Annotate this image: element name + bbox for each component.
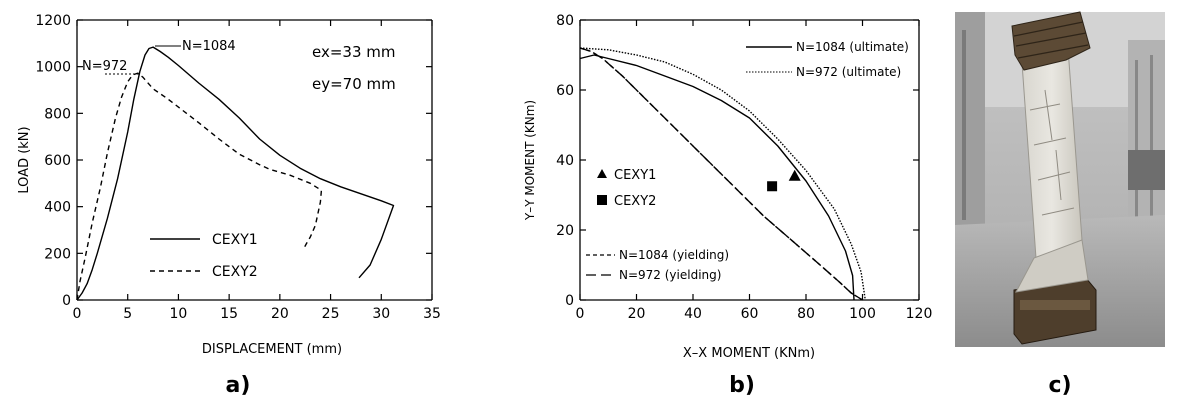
marker-cexy2 bbox=[767, 181, 778, 192]
chart-b-series-line-n-972-yielding- bbox=[579, 47, 863, 301]
legend-label-cexy2: CEXY2 bbox=[212, 264, 258, 280]
chart-b-x-tick-label: 80 bbox=[797, 306, 815, 322]
chart-a-y-tick-label: 0 bbox=[62, 293, 71, 309]
chart-a-y-tick-label: 1000 bbox=[35, 60, 71, 76]
annotation-ey: ey=70 mm bbox=[312, 75, 396, 93]
chart-a-x-tick-label: 25 bbox=[322, 306, 340, 322]
chart-a-y-axis-label: LOAD (kN) bbox=[17, 126, 32, 193]
caption-b: b) bbox=[729, 373, 755, 398]
chart-b-y-axis-label: Y–Y MOMENT (KNm) bbox=[523, 100, 537, 221]
legend-marker-cexy1 bbox=[597, 169, 607, 178]
chart-a-y-tick-label: 200 bbox=[44, 246, 71, 262]
chart-a-series-line-cexy1 bbox=[76, 46, 395, 301]
chart-a-series-line-cexy2 bbox=[76, 72, 323, 301]
legend-label-n972-yielding: N=972 (yielding) bbox=[619, 268, 721, 282]
caption-c: c) bbox=[1048, 373, 1071, 398]
chart-b-series-line-n-1084-ultimate- bbox=[579, 54, 855, 301]
chart-a-y-tick-label: 1200 bbox=[35, 13, 71, 29]
annotation-n972: N=972 bbox=[82, 59, 127, 74]
chart-b-legend-bottom: N=1084 (yielding) N=972 (yielding) bbox=[586, 248, 729, 282]
chart-b-x-tick-label: 120 bbox=[906, 306, 933, 322]
legend-label-n1084-ultimate: N=1084 (ultimate) bbox=[796, 40, 909, 54]
legend-label-n972-ultimate: N=972 (ultimate) bbox=[796, 65, 901, 79]
chart-b-series-line-n-972-ultimate- bbox=[579, 47, 866, 301]
annotation-n1084: N=1084 bbox=[182, 39, 236, 54]
chart-a-x-tick-label: 10 bbox=[170, 306, 188, 322]
chart-a-x-tick-label: 30 bbox=[372, 306, 390, 322]
chart-b-series-line-n-1084-yielding- bbox=[579, 47, 863, 301]
chart-b-x-tick-label: 20 bbox=[628, 306, 646, 322]
chart-b: 0 20 40 60 80 100 120 0 20 40 60 80 Y–Y MOMENT (KNm… bbox=[523, 13, 932, 398]
chart-b-legend-top: N=1084 (ultimate) N=972 (ultimate) bbox=[746, 40, 909, 79]
chart-a-y-tick-label: 600 bbox=[44, 153, 71, 169]
chart-a-ticks: 0 5 10 15 20 25 30 35 0 200 400 600 800 1000 1200 bbox=[35, 13, 441, 322]
chart-a-x-tick-label: 35 bbox=[423, 306, 441, 322]
chart-b-x-tick-label: 0 bbox=[576, 306, 585, 322]
chart-b-y-tick-label: 0 bbox=[565, 293, 574, 309]
chart-a: 0 5 10 15 20 25 30 35 0 200 400 600 800 1000 1200 LOAD… bbox=[17, 13, 441, 398]
legend-label-n1084-yielding: N=1084 (yielding) bbox=[619, 248, 729, 262]
legend-label-marker-cexy2: CEXY2 bbox=[614, 194, 656, 209]
chart-b-y-tick-label: 60 bbox=[556, 83, 574, 99]
chart-b-ticks: 0 20 40 60 80 100 120 0 20 40 60 80 bbox=[556, 13, 932, 322]
chart-b-curves bbox=[579, 47, 866, 301]
chart-a-legend: CEXY1 CEXY2 bbox=[150, 232, 258, 280]
annotation-ex: ex=33 mm bbox=[312, 43, 396, 61]
chart-a-x-tick-label: 0 bbox=[73, 306, 82, 322]
chart-b-y-tick-label: 20 bbox=[556, 223, 574, 239]
chart-a-axes bbox=[76, 19, 433, 301]
chart-a-curves bbox=[76, 46, 395, 301]
chart-b-x-axis-label: X–X MOMENT (KNm) bbox=[683, 346, 815, 361]
chart-a-x-axis-label: DISPLACEMENT (mm) bbox=[202, 342, 342, 357]
chart-a-x-tick-label: 15 bbox=[220, 306, 238, 322]
legend-label-cexy1: CEXY1 bbox=[212, 232, 258, 248]
chart-b-x-tick-label: 60 bbox=[741, 306, 759, 322]
chart-b-markers bbox=[767, 169, 801, 192]
legend-marker-cexy2 bbox=[597, 195, 607, 205]
marker-cexy1 bbox=[788, 169, 801, 181]
chart-a-x-tick-label: 20 bbox=[271, 306, 289, 322]
chart-b-y-tick-label: 40 bbox=[556, 153, 574, 169]
legend-label-marker-cexy1: CEXY1 bbox=[614, 168, 656, 183]
caption-a: a) bbox=[226, 373, 251, 398]
chart-b-y-tick-label: 80 bbox=[556, 13, 574, 29]
test-column-photo: c) bbox=[955, 11, 1165, 398]
chart-b-x-tick-label: 100 bbox=[849, 306, 876, 322]
chart-a-y-tick-label: 400 bbox=[44, 200, 71, 216]
chart-b-marker-legend: CEXY1 CEXY2 bbox=[597, 168, 656, 209]
chart-a-x-tick-label: 5 bbox=[123, 306, 132, 322]
chart-b-x-tick-label: 40 bbox=[684, 306, 702, 322]
chart-a-y-tick-label: 800 bbox=[44, 106, 71, 122]
